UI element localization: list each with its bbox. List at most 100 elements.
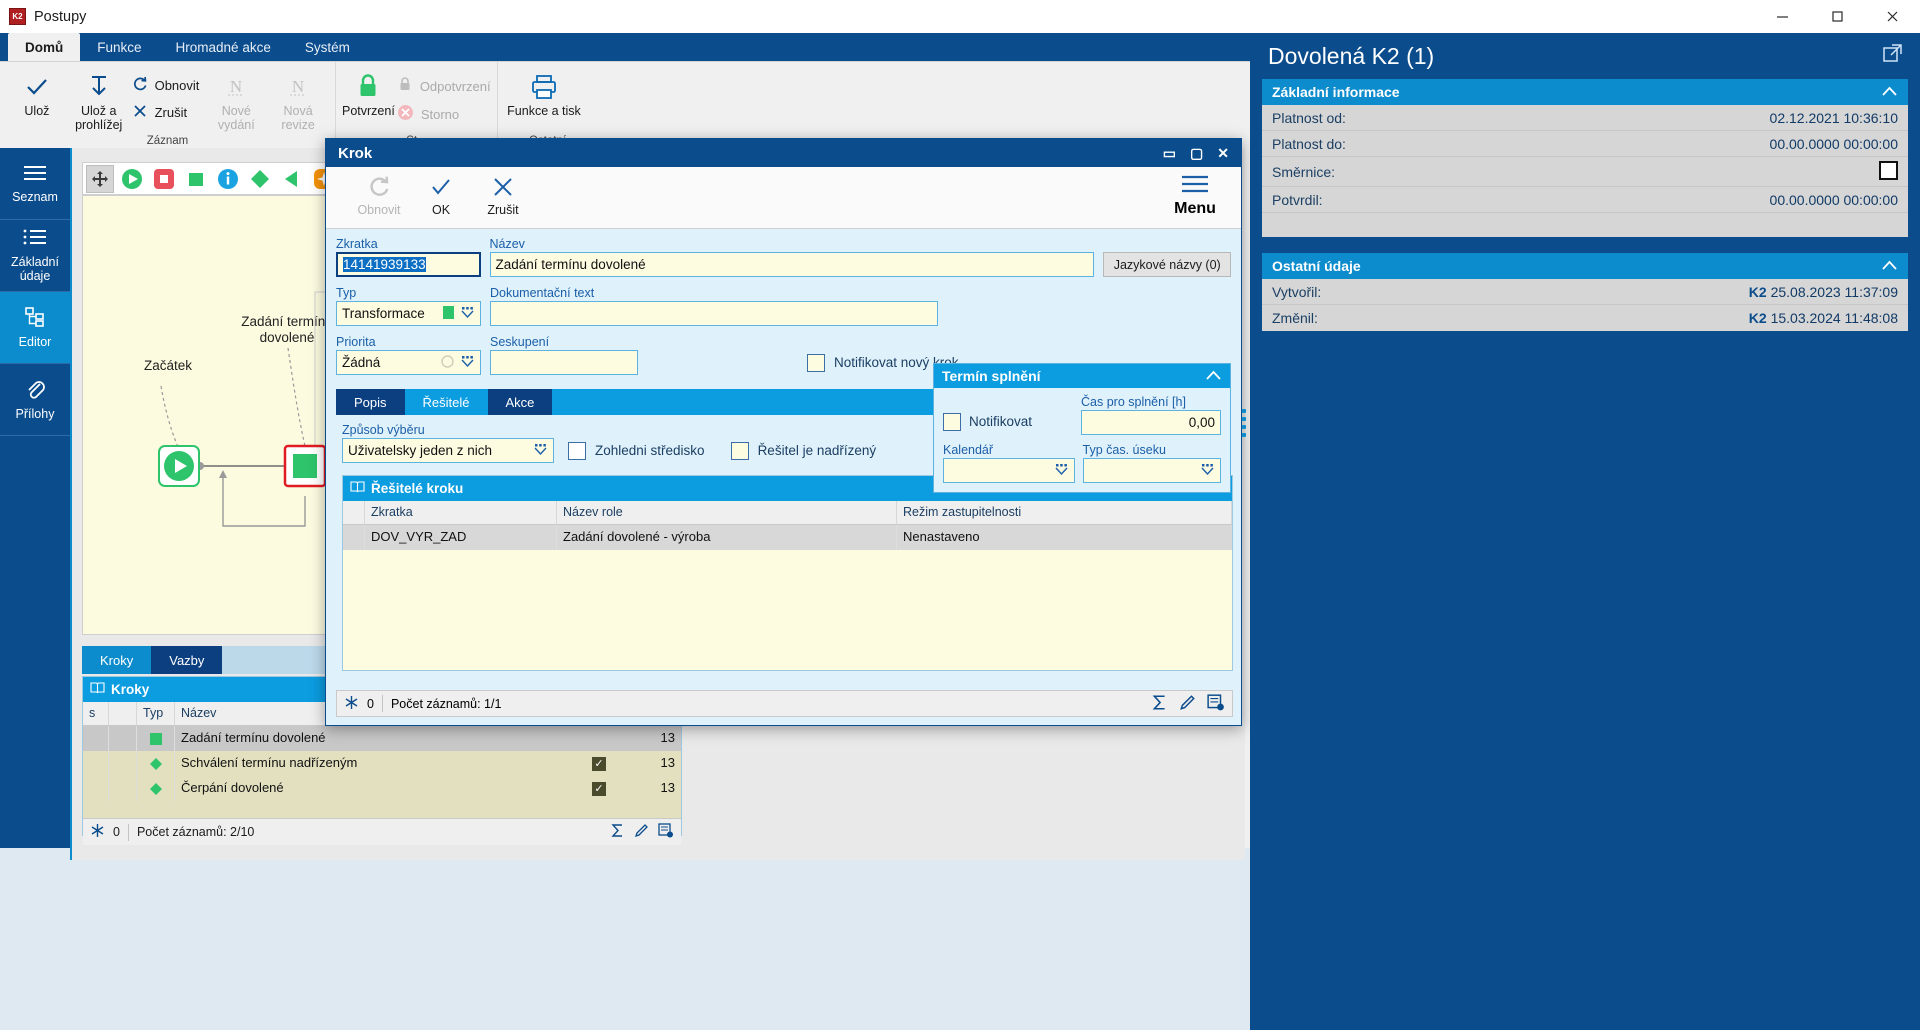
typ-label: Typ [336,286,357,300]
dialog-close-button[interactable]: ✕ [1217,144,1229,161]
section-header[interactable]: Ostatní údaje [1262,253,1908,279]
sidebar-item-prilohy[interactable]: Přílohy [0,364,70,436]
odpotvrzeni-button[interactable]: Odpotvrzení [395,75,497,97]
nazev-input[interactable]: Zadání termínu dovolené [489,252,1095,277]
sidebar-item-zakladni-udaje[interactable]: Základní údaje [0,220,70,292]
resitele-row-nazev-role: Zadání dovolené - výroba [557,525,897,550]
smernice-checkbox[interactable] [1879,160,1898,183]
new-revision-label: Nová revize [281,104,315,133]
save-button[interactable]: Ulož [6,66,68,149]
notifikovat-checkbox[interactable] [943,412,961,431]
details-list-icon [22,227,48,250]
decision-node-icon[interactable] [246,165,274,193]
table-row[interactable]: DOV_VYR_ZAD Zadání dovolené - výroba Nen… [343,525,1232,550]
dialog-resize-handle[interactable] [1242,409,1247,439]
back-node-icon[interactable] [278,165,306,193]
dialog-ok-label: OK [431,203,451,217]
tab-akce[interactable]: Akce [487,389,553,415]
col-zkratka[interactable]: Zkratka [365,501,557,524]
close-button[interactable] [1865,0,1920,33]
tab-popis[interactable]: Popis [336,389,405,415]
typ-cas-useku-select[interactable] [1082,458,1221,483]
dialog-ok-button[interactable]: OK [410,173,472,217]
dialog-menu-button[interactable]: Menu [1163,173,1241,218]
cancel-button[interactable]: Zrušit [130,102,206,123]
refresh-button[interactable]: Obnovit [130,75,206,96]
row-checkbox[interactable]: ✓ [579,776,619,801]
dialog-cancel-button[interactable]: Zrušit [472,173,534,217]
stop-node-icon[interactable] [150,165,178,193]
col-typ[interactable]: Typ [137,702,175,725]
ribbon-group-zaznam: Ulož Ulož a prohlížej [0,62,335,149]
info-node-icon[interactable] [214,165,242,193]
filter-icon[interactable] [90,823,105,841]
funkce-a-tisk-button[interactable]: Funkce a tisk [504,66,584,149]
sum-icon[interactable] [610,823,625,841]
col-blank1[interactable] [109,702,137,725]
col-s[interactable]: s [83,702,109,725]
chevron-down-icon[interactable] [460,305,475,322]
dialog-restore-button[interactable]: ▭ [1162,144,1177,161]
ribbon-tab-system[interactable]: Systém [304,39,350,55]
notifikovat-novy-krok-checkbox[interactable] [807,353,825,372]
dokumentacni-text-input[interactable] [490,301,938,326]
edit-icon[interactable] [634,823,649,841]
move-tool-icon[interactable] [86,164,114,193]
chevron-up-icon[interactable] [1881,259,1898,274]
seskupeni-input[interactable] [490,350,638,375]
add-record-icon[interactable] [1207,693,1225,714]
filter-icon[interactable] [344,695,359,713]
new-edition-button[interactable]: N Nové vydání [205,66,267,149]
check-icon [24,72,50,102]
external-link-icon[interactable] [1883,44,1902,68]
tab-kroky[interactable]: Kroky [82,646,152,674]
ribbon-tab-domu[interactable]: Domů [8,33,81,61]
krok-dialog-titlebar: Krok ▭ ▢ ✕ [326,139,1241,167]
maximize-button[interactable] [1810,0,1865,33]
start-node-icon[interactable] [118,165,146,193]
potvrzeni-button[interactable]: Potvrzení [342,66,395,149]
bottom-filler [0,848,1250,1030]
tab-vazby[interactable]: Vazby [151,646,223,674]
chevron-down-icon[interactable] [1200,462,1215,479]
sum-icon[interactable] [1151,694,1168,714]
ribbon-tab-hromadne-akce[interactable]: Hromadné akce [175,39,271,55]
col-rezim-zastupitelnosti[interactable]: Režim zastupitelnosti [897,501,1232,524]
dialog-refresh-button[interactable]: Obnovit [348,173,410,217]
priorita-select[interactable]: Žádná [336,350,481,375]
zpusob-vyberu-select[interactable]: Uživatelsky jeden z nich [342,438,554,463]
chevron-down-icon[interactable] [1054,462,1069,479]
row-checkbox[interactable]: ✓ [579,751,619,776]
table-row[interactable]: Čerpání dovolené ✓ 13 [83,776,681,801]
kalendar-select[interactable] [943,458,1075,483]
sidebar-item-editor[interactable]: Editor [0,292,70,364]
table-row[interactable]: Zadání termínu dovolené 13 [83,726,681,751]
col-blank[interactable] [343,501,365,524]
dialog-maximize-button[interactable]: ▢ [1190,144,1204,161]
minimize-button[interactable] [1755,0,1810,33]
edit-icon[interactable] [1179,694,1196,714]
sidebar-item-seznam[interactable]: Seznam [0,148,70,220]
cas-pro-splneni-input[interactable]: 0,00 [1081,410,1221,435]
zkratka-input[interactable]: 14141939133 [336,252,481,277]
chevron-up-icon[interactable] [1881,85,1898,100]
table-row[interactable]: Schválení termínu nadřízeným ✓ 13 [83,751,681,776]
zohledni-stredisko-checkbox[interactable] [568,441,586,460]
ribbon-tab-funkce[interactable]: Funkce [97,39,142,55]
save-and-browse-button[interactable]: Ulož a prohlížej [68,66,130,149]
tab-resitele[interactable]: Řešitelé [404,389,488,415]
task-node-icon[interactable] [182,165,210,193]
jazykove-nazvy-button[interactable]: Jazykové názvy (0) [1103,252,1231,277]
add-record-icon[interactable] [658,823,674,841]
new-revision-button[interactable]: N Nová revize [267,66,329,149]
resitel-je-nadrizeny-checkbox[interactable] [730,441,749,460]
chevron-up-icon[interactable] [1205,368,1222,384]
chevron-down-icon[interactable] [460,354,475,371]
typ-value: Transformace [342,306,425,321]
chevron-down-icon[interactable] [533,442,548,459]
col-nazev-role[interactable]: Název role [557,501,897,524]
typ-select[interactable]: Transformace [336,301,481,326]
section-header[interactable]: Základní informace [1262,79,1908,105]
stav-small-buttons: Odpotvrzení Storno [395,66,497,149]
storno-button[interactable]: Storno [395,103,497,125]
